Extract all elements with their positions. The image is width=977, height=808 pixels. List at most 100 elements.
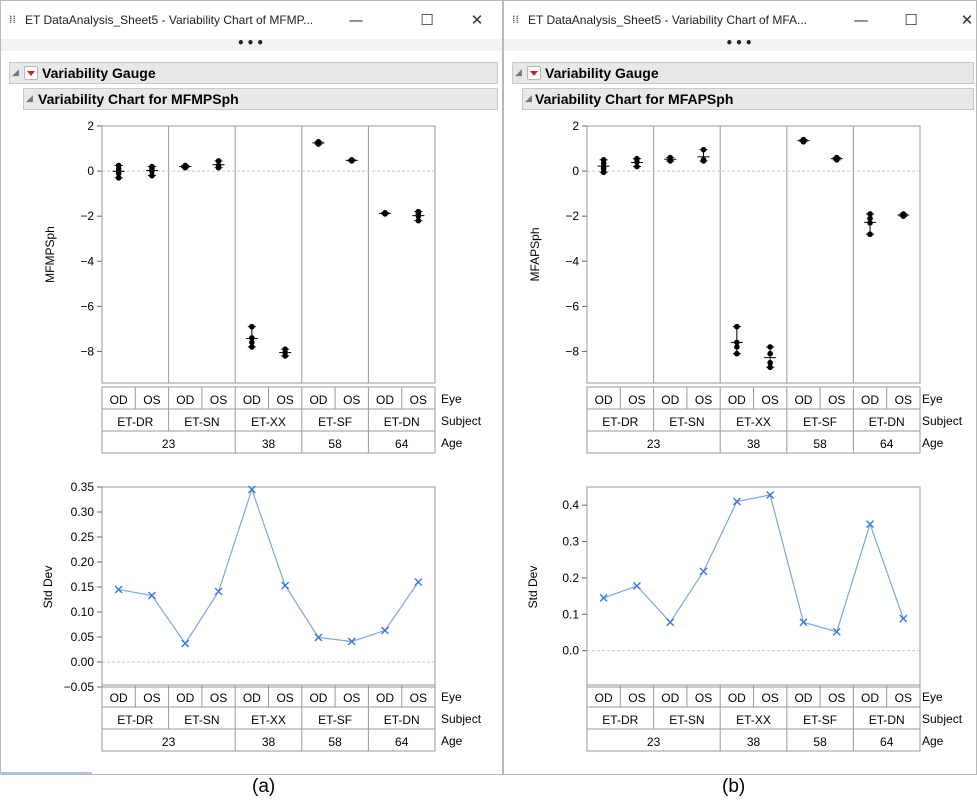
data-point	[867, 215, 873, 222]
eye-label: OS	[828, 691, 845, 705]
outline-variability-chart[interactable]: ◢ Variability Chart for MFAPSph	[522, 88, 974, 110]
stddev-chart: 0.4 0.3 0.2 0.1 0.0 Std Dev OD OS OD OS OD OS OD OS OD…	[526, 486, 963, 752]
data-point	[867, 231, 873, 238]
subject-label: ET-SF	[803, 713, 837, 727]
data-point	[115, 175, 122, 181]
eye-label: OS	[828, 393, 845, 407]
stddev-marker	[832, 627, 841, 636]
disclosure-triangle-icon[interactable]: ◢	[525, 94, 532, 104]
row-header-label: Eye	[441, 392, 462, 406]
y-tick-label: 0.25	[71, 530, 95, 544]
y-axis-label: Std Dev	[526, 566, 540, 609]
row-header-label: Subject	[922, 712, 963, 726]
stddev-marker	[347, 637, 356, 646]
plot-frame	[586, 125, 921, 384]
age-label: 58	[813, 437, 827, 451]
age-label: 23	[647, 735, 661, 749]
report-window-a: ⁞⁞ ET DataAnalysis_Sheet5 - Variability …	[0, 0, 503, 775]
y-tick-label: 0.00	[71, 655, 95, 669]
disclosure-triangle-icon[interactable]: ◢	[515, 68, 522, 78]
stddev-marker	[666, 618, 675, 627]
minimize-button[interactable]: —	[853, 11, 869, 29]
maximize-button[interactable]: ☐	[904, 11, 918, 29]
subject-label: ET-DN	[384, 713, 420, 727]
row-header-label: Age	[922, 734, 944, 748]
data-point	[115, 162, 122, 169]
stddev-marker	[732, 497, 741, 506]
y-tick-label: 0.4	[562, 498, 579, 512]
eye-label: OD	[243, 393, 261, 407]
plot-frame	[101, 125, 436, 384]
eye-label: OS	[895, 393, 912, 407]
eye-label: OD	[794, 393, 812, 407]
stddev-marker	[599, 593, 608, 602]
stddev-marker	[899, 614, 908, 623]
stddev-marker	[147, 591, 156, 600]
subject-label: ET-DR	[602, 415, 638, 429]
minimize-button[interactable]: —	[348, 11, 364, 29]
data-point	[182, 162, 189, 169]
outline-variability-gauge[interactable]: ◢ Variability Gauge	[9, 62, 498, 84]
y-tick-label: 0.15	[71, 580, 95, 594]
eye-label: OS	[276, 691, 293, 705]
eye-label: OD	[243, 691, 261, 705]
close-button[interactable]: ✕	[960, 11, 974, 29]
data-point	[700, 146, 707, 153]
age-label: 58	[328, 437, 342, 451]
y-axis-label: MFAPSph	[528, 227, 542, 281]
row-header-label: Subject	[441, 712, 482, 726]
y-tick-label: 0.3	[562, 535, 579, 549]
subject-label: ET-DN	[384, 415, 420, 429]
stddev-marker	[314, 633, 323, 642]
row-header-label: Eye	[922, 690, 943, 704]
data-point	[600, 157, 607, 163]
caption-b: (b)	[722, 776, 746, 797]
subject-label: ET-XX	[251, 713, 286, 727]
age-label: 58	[328, 735, 342, 749]
data-point	[734, 323, 740, 330]
age-label: 38	[747, 437, 761, 451]
red-popup-menu-icon[interactable]	[527, 66, 541, 80]
data-point	[833, 154, 840, 161]
outline-title: Variability Gauge	[545, 65, 659, 81]
eye-label: OS	[628, 691, 645, 705]
eye-label: OD	[794, 691, 812, 705]
close-button[interactable]: ✕	[470, 11, 484, 29]
eye-label: OD	[728, 691, 746, 705]
variability-chart: 2 0 −2 −4 −6 −8 MFAPSph OD OS OD OS OD OS OD OS OD OS ET-…	[528, 119, 963, 454]
age-label: 23	[162, 437, 176, 451]
data-point	[867, 220, 873, 226]
eye-label: OD	[110, 691, 128, 705]
eye-label: OD	[309, 393, 327, 407]
outline-variability-gauge[interactable]: ◢ Variability Gauge	[512, 62, 974, 84]
y-tick-label: −4	[80, 254, 94, 268]
disclosure-triangle-icon[interactable]: ◢	[12, 68, 19, 78]
more-toolbar-button[interactable]: •••	[504, 37, 976, 51]
window-title: ET DataAnalysis_Sheet5 - Variability Cha…	[528, 13, 808, 27]
report-window-b: ⁞⁞ ET DataAnalysis_Sheet5 - Variability …	[503, 0, 977, 775]
y-tick-label: 0.20	[71, 555, 95, 569]
eye-label: OD	[728, 393, 746, 407]
y-tick-label: −2	[565, 209, 579, 223]
disclosure-triangle-icon[interactable]: ◢	[26, 94, 33, 104]
data-point	[634, 163, 640, 170]
eye-label: OS	[410, 393, 427, 407]
more-toolbar-button[interactable]: •••	[1, 37, 502, 51]
eye-label: OS	[343, 393, 360, 407]
caption-a: (a)	[252, 776, 276, 797]
outline-variability-chart[interactable]: ◢ Variability Chart for MFMPSph	[23, 88, 498, 110]
chart-title: Variability Chart for MFMPSph	[38, 91, 239, 107]
maximize-button[interactable]: ☐	[420, 11, 434, 29]
y-tick-label: 0.35	[71, 480, 95, 494]
data-point	[249, 344, 255, 350]
subject-label: ET-XX	[251, 415, 286, 429]
data-point	[767, 350, 773, 357]
subject-label: ET-SN	[669, 713, 704, 727]
data-point	[734, 350, 740, 357]
y-tick-label: 0.1	[562, 607, 579, 621]
eye-label: OS	[276, 393, 293, 407]
y-tick-label: 2	[572, 119, 579, 133]
eye-label: OS	[628, 393, 645, 407]
red-popup-menu-icon[interactable]	[24, 66, 38, 80]
plot-frame	[101, 486, 436, 688]
